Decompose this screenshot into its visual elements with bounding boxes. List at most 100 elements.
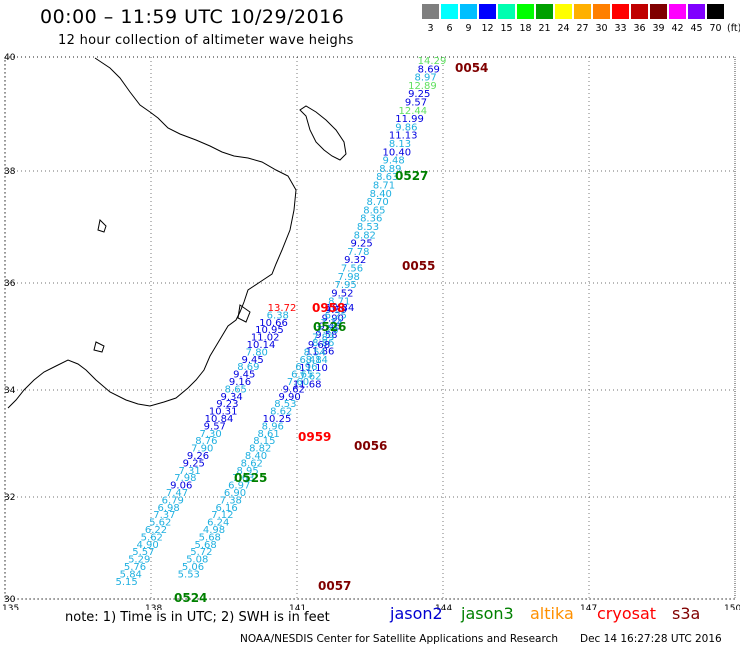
wave-value: 7.34 (320, 318, 342, 329)
wave-value: 7.98 (174, 473, 196, 484)
wave-value: 7.78 (347, 247, 369, 258)
page-title: 00:00 – 11:59 UTC 10/29/2016 (40, 6, 345, 28)
wave-value: 7.98 (338, 272, 360, 283)
lon-label: 138 (145, 604, 162, 610)
island (97, 218, 107, 233)
wave-value: 9.32 (344, 255, 366, 266)
wave-value: 5.08 (186, 555, 208, 566)
wave-value: 5.29 (128, 555, 150, 566)
wave-value: 9.46 (318, 322, 340, 333)
wave-value: 11.86 (306, 347, 335, 358)
wave-value: 7.37 (153, 510, 175, 521)
wave-value: 8.53 (357, 222, 379, 233)
legend-label: 33 (614, 23, 627, 34)
lat-label: 34 (4, 386, 16, 396)
track-time-label: 0525 (234, 471, 267, 485)
wave-value: 8.71 (328, 297, 350, 308)
wave-value: 9.16 (229, 377, 251, 388)
legend-swatch (422, 4, 439, 19)
wave-value: 9.86 (395, 122, 417, 133)
wave-value: 11.99 (395, 114, 424, 125)
wave-value: 8.95 (236, 466, 258, 477)
wave-value: 8.54 (304, 347, 326, 358)
legend-swatch (555, 4, 572, 19)
wave-value: 10.25 (263, 414, 292, 425)
wave-value: 10.31 (209, 407, 238, 418)
wave-value: 12.89 (408, 81, 437, 92)
wave-value: 7.12 (211, 510, 233, 521)
wave-value: 6.22 (145, 525, 167, 536)
wave-value: 6.25 (325, 310, 347, 321)
legend-label: 42 (671, 23, 684, 34)
wave-value: 8.76 (195, 436, 217, 447)
wave-value: 7.90 (191, 444, 213, 455)
track-time-label: 0959 (298, 430, 331, 444)
wave-value: 4.98 (203, 525, 225, 536)
legend-label: 30 (595, 23, 608, 34)
wave-value: 8.15 (253, 436, 275, 447)
peninsula (237, 304, 251, 323)
wave-value: 9.25 (350, 239, 372, 250)
wave-value: 8.53 (274, 399, 296, 410)
wave-value: 11.68 (293, 380, 322, 391)
track-time-label: 0958 (312, 301, 345, 315)
lat-label: 30 (4, 595, 16, 605)
wave-value: 5.68 (199, 532, 221, 543)
wave-value: 8.36 (360, 214, 382, 225)
wave-value: 5.53 (178, 569, 200, 580)
lon-label: 147 (580, 604, 597, 610)
island (93, 341, 105, 353)
wave-value: 6.65 (291, 370, 313, 381)
wave-value: 4.90 (136, 540, 158, 551)
wave-value: 8.82 (249, 444, 271, 455)
satellite-jason2: jason2 (390, 604, 443, 623)
wave-value: 5.57 (132, 547, 154, 558)
legend-label: 45 (690, 23, 703, 34)
page-subtitle: 12 hour collection of altimeter wave hei… (58, 33, 354, 48)
legend-swatch (479, 4, 496, 19)
wave-value: 8.69 (418, 64, 440, 75)
wave-value: 8.14 (306, 355, 328, 366)
wave-value: 6.90 (224, 488, 246, 499)
wave-value: 8.61 (257, 429, 279, 440)
wave-value: 6.16 (215, 503, 237, 514)
wave-value: 8.40 (370, 189, 392, 200)
wave-value: 5.72 (190, 547, 212, 558)
wave-value: 14.29 (418, 56, 447, 67)
wave-value: 9.52 (331, 288, 353, 299)
wave-value: 5.84 (120, 569, 142, 580)
wave-value: 7.28 (316, 325, 338, 336)
wave-value: 8.62 (270, 407, 292, 418)
lon-label: 150 (724, 604, 740, 610)
wave-value: 9.62 (283, 384, 305, 395)
wave-value: 7.63 (232, 473, 254, 484)
lon-label: 144 (435, 604, 452, 610)
wave-value: 6.98 (157, 503, 179, 514)
wave-value: 8.13 (389, 139, 411, 150)
legend-label: 18 (519, 23, 532, 34)
wave-value: 7.80 (246, 347, 268, 358)
wave-value: 9.34 (220, 392, 242, 403)
track-time-label: 0055 (402, 259, 435, 273)
track-time-label: 0524 (174, 591, 207, 605)
wave-value: 9.26 (187, 451, 209, 462)
wave-value: 5.62 (141, 532, 163, 543)
wave-value: 6.96 (295, 362, 317, 373)
legend-label: 15 (500, 23, 513, 34)
wave-value: 9.25 (183, 458, 205, 469)
wave-value: 10.40 (382, 147, 411, 158)
wave-value: 8.82 (354, 230, 376, 241)
wave-value: 9.23 (216, 399, 238, 410)
wave-value: 5.06 (182, 562, 204, 573)
timestamp: Dec 14 16:27:28 UTC 2016 (580, 633, 722, 645)
wave-value: 5.76 (124, 562, 146, 573)
wave-value: 9.45 (233, 370, 255, 381)
wave-value: 7.47 (166, 488, 188, 499)
wave-value: 9.06 (170, 481, 192, 492)
wave-value: 8.71 (373, 181, 395, 192)
wave-value: 5.68 (194, 540, 216, 551)
legend-swatch (612, 4, 629, 19)
legend-label: 24 (557, 23, 570, 34)
wave-value: 10.66 (259, 318, 288, 329)
